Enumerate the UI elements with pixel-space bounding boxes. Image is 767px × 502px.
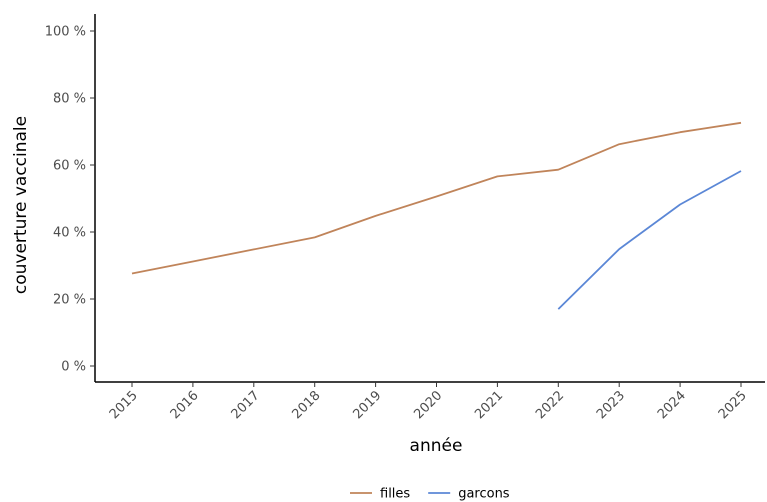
x-tick-label: 2021 bbox=[472, 388, 506, 422]
y-tick-label: 0 % bbox=[61, 360, 86, 375]
x-tick-label: 2022 bbox=[533, 388, 567, 422]
x-tick-label: 2024 bbox=[655, 388, 689, 422]
x-tick-label: 2019 bbox=[350, 388, 384, 422]
legend-label-garcons: garcons bbox=[458, 487, 510, 502]
x-tick-label: 2020 bbox=[411, 388, 445, 422]
y-tick-label: 20 % bbox=[53, 293, 86, 308]
y-axis-ticks: 0 % 20 % 40 % 60 % 80 % 100 % bbox=[45, 25, 95, 375]
y-tick-label: 100 % bbox=[45, 25, 86, 40]
series-line-filles bbox=[131, 121, 742, 275]
x-axis-ticks: 2015 2016 2017 2018 2019 2020 2021 2022 2023 2024… bbox=[107, 382, 750, 422]
legend: filles garcons bbox=[350, 487, 510, 502]
y-tick-label: 60 % bbox=[53, 159, 86, 174]
series-layer bbox=[131, 121, 742, 310]
y-tick-label: 40 % bbox=[53, 226, 86, 241]
x-tick-label: 2017 bbox=[229, 388, 263, 422]
series-line-garcons bbox=[557, 170, 742, 310]
y-axis-title: couverture vaccinale bbox=[11, 116, 31, 294]
plot-area: 0 %20 %40 %60 %80 %100 % 2015 2016 2017 201… bbox=[45, 14, 765, 422]
x-tick-label: 2015 bbox=[107, 388, 141, 422]
x-axis-title: année bbox=[410, 436, 463, 456]
x-tick-label: 2025 bbox=[716, 388, 750, 422]
legend-label-filles: filles bbox=[380, 487, 410, 502]
x-tick-label: 2016 bbox=[168, 388, 202, 422]
y-tick-label: 80 % bbox=[53, 92, 86, 107]
x-tick-label: 2023 bbox=[594, 388, 628, 422]
x-tick-label: 2018 bbox=[290, 388, 324, 422]
